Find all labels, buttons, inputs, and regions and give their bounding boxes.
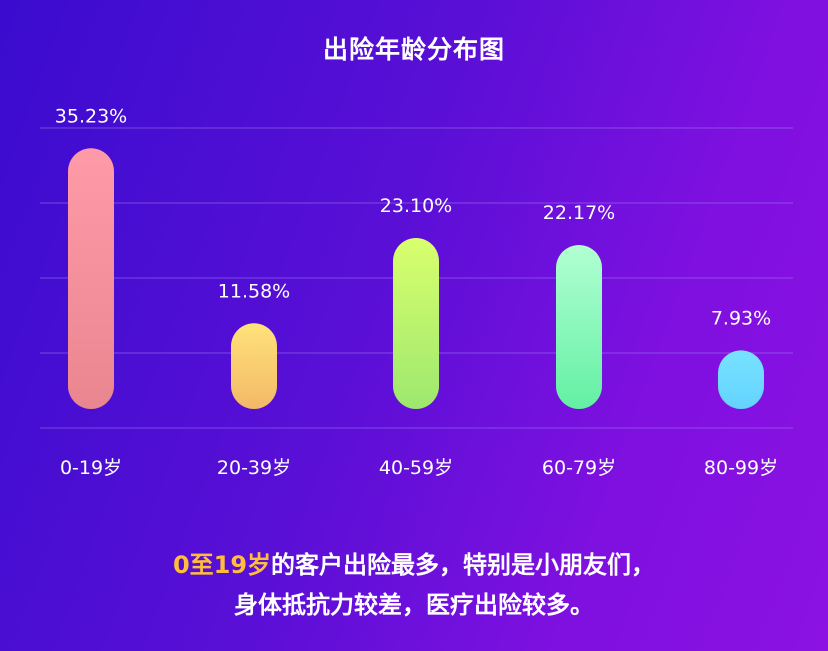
bar-0 xyxy=(68,148,114,409)
value-label-2: 23.10% xyxy=(380,195,452,217)
value-label-0: 35.23% xyxy=(55,105,127,127)
value-labels: 35.23% 11.58% 23.10% 22.17% 7.93% xyxy=(55,105,771,329)
category-label-3: 60-79岁 xyxy=(542,457,616,479)
bar-chart: 35.23% 11.58% 23.10% 22.17% 7.93% 0-19岁 20-39… xyxy=(40,105,793,479)
caption-highlight: 0至19岁 xyxy=(172,551,272,579)
bar-4 xyxy=(718,350,764,409)
caption-line-2: 身体抵抗力较差，医疗出险较多。 xyxy=(234,591,594,619)
value-label-4: 7.93% xyxy=(711,307,771,329)
value-label-1: 11.58% xyxy=(218,280,290,302)
bar-2 xyxy=(393,238,439,409)
chart-title: 出险年龄分布图 xyxy=(322,35,505,64)
bar-1 xyxy=(231,323,277,409)
bar-3 xyxy=(556,244,602,409)
category-label-4: 80-99岁 xyxy=(704,457,778,479)
bars xyxy=(68,148,764,409)
caption-line-1-rest: 的客户出险最多，特别是小朋友们， xyxy=(271,551,656,579)
caption: 0至19岁的客户出险最多，特别是小朋友们， 身体抵抗力较差，医疗出险较多。 xyxy=(0,545,828,625)
category-ticks: 0-19岁 20-39岁 40-59岁 60-79岁 80-99岁 xyxy=(60,457,778,479)
value-label-3: 22.17% xyxy=(543,202,615,224)
category-label-2: 40-59岁 xyxy=(379,457,453,479)
category-label-1: 20-39岁 xyxy=(217,457,291,479)
caption-line-1: 0至19岁的客户出险最多，特别是小朋友们， xyxy=(0,545,828,585)
category-label-0: 0-19岁 xyxy=(60,457,122,479)
